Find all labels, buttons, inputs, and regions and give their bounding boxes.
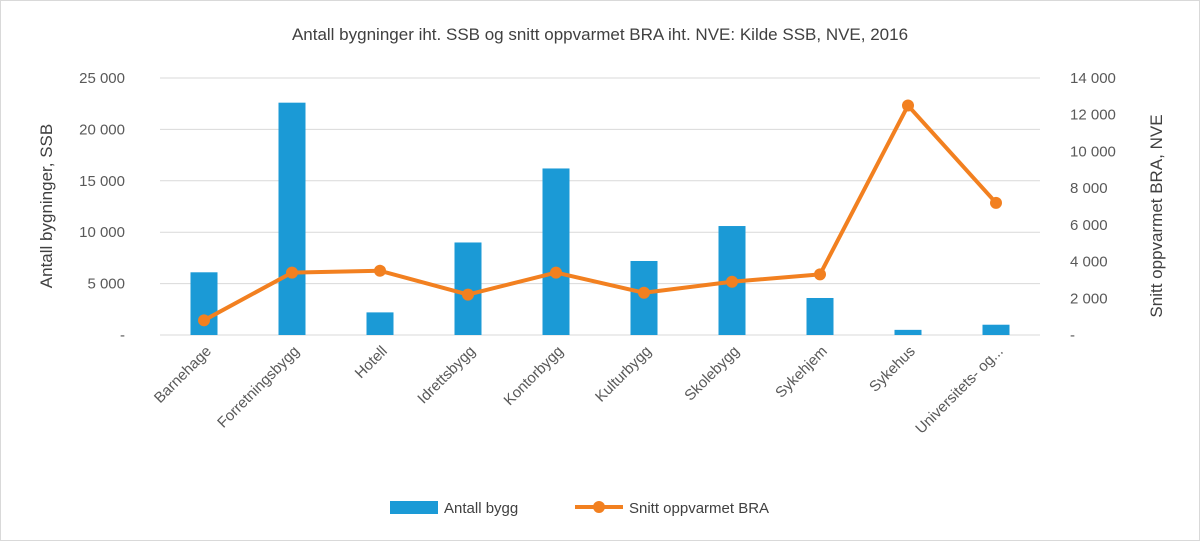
bar <box>982 324 1010 335</box>
category-label: Sykehus <box>866 343 919 396</box>
right-tick-label: 6 000 <box>1070 217 1108 234</box>
left-axis-ticks: - 5 000 10 000 15 000 20 000 25 000 <box>79 70 125 344</box>
bar-series <box>190 102 1010 335</box>
category-label: Barnehage <box>151 343 215 407</box>
left-tick-label: 15 000 <box>79 173 125 190</box>
left-tick-label: 10 000 <box>79 224 125 241</box>
category-label: Kulturbygg <box>592 343 655 406</box>
right-tick-label: - <box>1070 327 1075 344</box>
line-path <box>203 103 998 323</box>
chart-title: Antall bygninger iht. SSB og snitt oppva… <box>292 25 908 44</box>
right-tick-label: 14 000 <box>1070 70 1116 87</box>
right-tick-label: 10 000 <box>1070 143 1116 160</box>
legend-line-marker <box>593 501 605 513</box>
category-labels: Barnehage Forretningsbygg Hotell Idrettsbyg… <box>151 343 1007 438</box>
legend-label-bars: Antall bygg <box>444 500 518 517</box>
right-tick-label: 4 000 <box>1070 254 1108 271</box>
right-tick-label: 2 000 <box>1070 290 1108 307</box>
bar <box>894 329 922 335</box>
bar <box>806 297 834 335</box>
bar <box>278 102 306 335</box>
left-tick-label: 20 000 <box>79 121 125 138</box>
category-label: Forretningsbygg <box>214 343 303 432</box>
line-point <box>286 266 298 279</box>
category-label: Skolebygg <box>681 343 743 405</box>
left-tick-label: - <box>120 327 125 344</box>
category-label: Hotell <box>352 343 391 382</box>
category-label: Sykehjem <box>772 343 831 402</box>
legend-bar-swatch <box>390 501 438 514</box>
right-axis-label: Snitt oppvarmet BRA, NVE <box>1147 114 1166 317</box>
line-point <box>198 314 210 327</box>
line-series <box>198 99 1002 327</box>
category-label: Kontorbygg <box>501 343 567 409</box>
right-tick-label: 8 000 <box>1070 180 1108 197</box>
gridlines <box>160 77 1040 336</box>
line-point <box>814 268 826 281</box>
category-label: Universitets- og... <box>912 343 1007 438</box>
line-point <box>550 266 562 279</box>
line-point <box>726 275 738 288</box>
line-point <box>990 196 1002 209</box>
bar <box>542 168 570 335</box>
line-point <box>902 99 914 112</box>
bar <box>366 312 394 335</box>
left-axis-label: Antall bygninger, SSB <box>37 124 56 288</box>
right-tick-label: 12 000 <box>1070 107 1116 124</box>
legend: Antall bygg Snitt oppvarmet BRA <box>390 500 769 517</box>
left-tick-label: 5 000 <box>87 276 125 293</box>
right-axis-ticks: - 2 000 4 000 6 000 8 000 10 000 12 000 14 000 <box>1070 70 1116 344</box>
category-label: Idrettsbygg <box>414 343 479 408</box>
left-tick-label: 25 000 <box>79 70 125 87</box>
line-point <box>638 286 650 299</box>
legend-label-line: Snitt oppvarmet BRA <box>629 500 769 517</box>
line-point <box>374 264 386 277</box>
line-point <box>462 288 474 301</box>
